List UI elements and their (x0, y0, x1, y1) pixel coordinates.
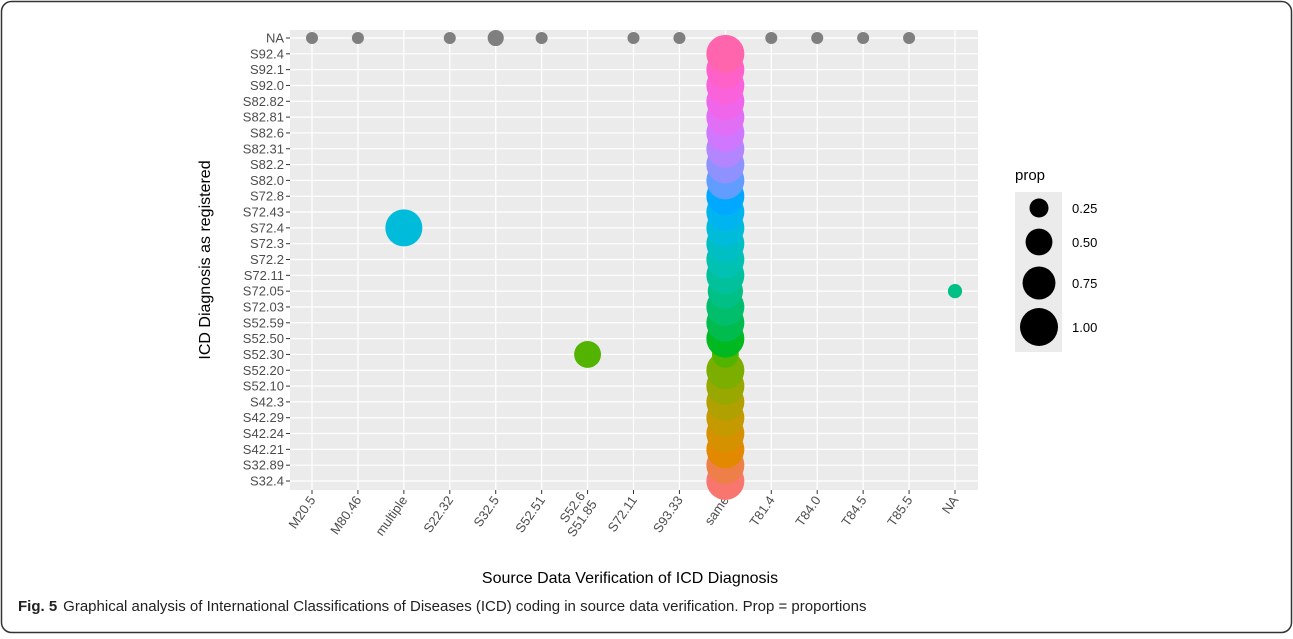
y-tick-label: S72.8 (250, 189, 284, 204)
y-tick-label: S72.2 (250, 252, 284, 267)
legend-title: prop (1015, 167, 1045, 184)
y-tick-label: S52.50 (243, 331, 284, 346)
bubble (706, 34, 745, 73)
y-tick-label: S72.05 (243, 284, 284, 299)
legend-key (1029, 198, 1049, 218)
bubble (385, 209, 423, 247)
y-tick-label: S72.3 (250, 236, 284, 251)
x-axis-title: Source Data Verification of ICD Diagnosi… (482, 570, 778, 587)
y-tick-label: S72.03 (243, 299, 284, 314)
bubble (947, 284, 963, 299)
bubble (673, 31, 686, 45)
y-tick-label: S82.82 (243, 94, 284, 109)
bubble (443, 31, 456, 45)
y-tick-label: S42.3 (250, 394, 284, 409)
y-tick-label: S82.2 (250, 157, 284, 172)
y-tick-label: S42.21 (243, 442, 284, 457)
bubble (811, 31, 824, 45)
y-tick-label: S52.59 (243, 315, 284, 330)
y-tick-label: S52.30 (243, 347, 284, 362)
bubble (305, 31, 319, 45)
caption: Fig. 5 Graphical analysis of Internationa… (18, 598, 866, 615)
y-tick-label: S32.4 (250, 474, 284, 489)
y-tick-label: S42.29 (243, 410, 284, 425)
bubble (857, 31, 870, 45)
y-tick-label: S92.0 (250, 78, 284, 93)
legend-label: 0.50 (1072, 235, 1097, 250)
caption-label: Fig. 5 (18, 598, 57, 615)
bubble (765, 31, 778, 45)
y-tick-label: S32.89 (243, 458, 284, 473)
y-tick-label: S52.20 (243, 363, 284, 378)
y-tick-label: S92.4 (250, 46, 284, 61)
bubble (487, 29, 504, 47)
y-tick-label: S52.10 (243, 379, 284, 394)
legend-label: 1.00 (1072, 320, 1097, 335)
y-tick-label: S72.11 (244, 268, 284, 283)
bubble (574, 340, 602, 368)
y-axis-title: ICD Diagnosis as registered (197, 160, 214, 359)
y-tick-label: S42.24 (243, 426, 284, 441)
y-tick-label: S92.1 (250, 62, 284, 77)
y-tick-label: S82.6 (250, 125, 284, 140)
y-tick-label: NA (266, 31, 284, 46)
bubble (903, 31, 916, 45)
y-tick-label: S72.4 (250, 220, 284, 235)
bubble (535, 31, 548, 45)
legend-key (1025, 228, 1053, 256)
legend-label: 0.25 (1072, 201, 1097, 216)
y-tick-label: S82.31 (243, 141, 284, 156)
caption-text: Graphical analysis of International Clas… (63, 598, 866, 615)
legend-key (1020, 308, 1058, 346)
y-tick-label: S82.0 (250, 173, 284, 188)
y-tick-label: S82.81 (243, 110, 284, 125)
y-tick-label: S72.43 (243, 205, 284, 220)
legend-key (1022, 266, 1056, 300)
legend-label: 0.75 (1072, 276, 1097, 291)
marks (305, 29, 963, 500)
bubble (627, 31, 640, 45)
bubble (351, 31, 364, 45)
